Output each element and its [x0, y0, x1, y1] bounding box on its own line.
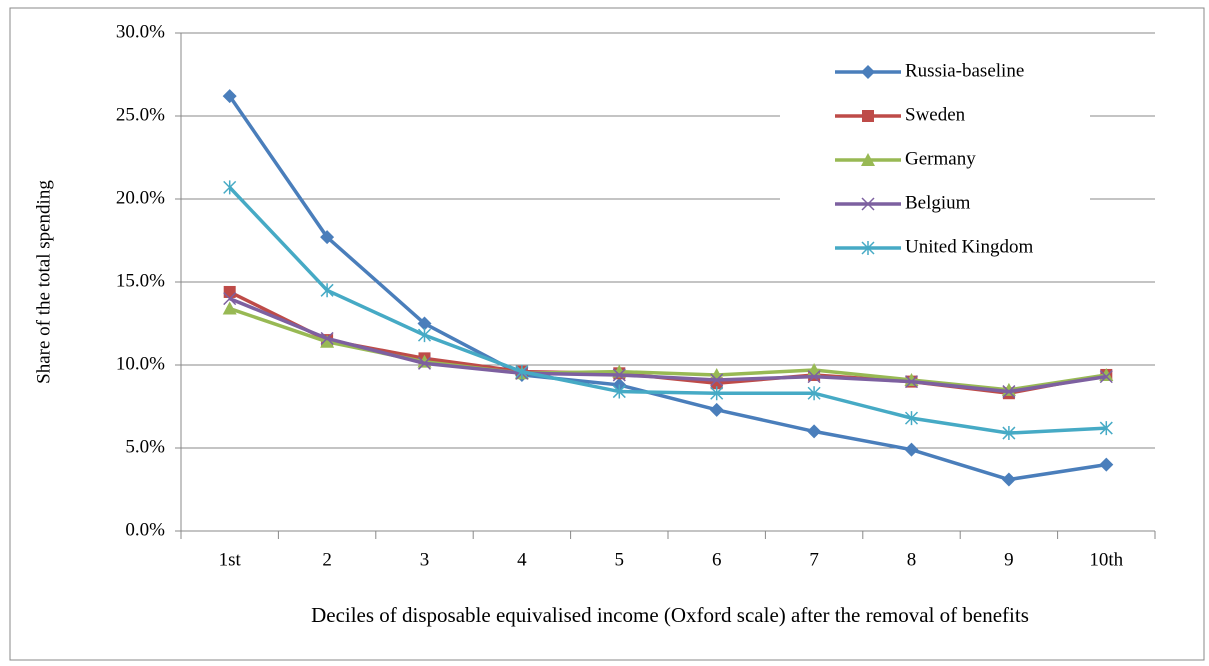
marker [709, 402, 724, 417]
marker [807, 424, 822, 439]
x-tick-label: 8 [907, 549, 917, 570]
marker [710, 386, 724, 401]
x-axis-title: Deciles of disposable equivalised income… [311, 603, 1029, 627]
marker [862, 110, 874, 122]
x-tick-label: 5 [615, 549, 625, 570]
marker [612, 384, 626, 399]
marker [1001, 472, 1016, 487]
marker [222, 89, 237, 104]
y-tick-label: 20.0% [116, 187, 165, 208]
marker [1099, 421, 1113, 436]
marker [861, 65, 875, 79]
plot [222, 89, 1114, 487]
x-tick-label: 1st [219, 549, 242, 570]
marker [417, 356, 432, 370]
legend-label: United Kingdom [905, 236, 1033, 257]
x-tick-label: 9 [1004, 549, 1014, 570]
y-tick-label: 5.0% [125, 436, 165, 457]
marker [807, 370, 821, 384]
y-axis-title: Share of the total spending [33, 180, 54, 384]
legend-box [780, 50, 1090, 272]
marker [223, 285, 236, 298]
y-tick-label: 0.0% [125, 519, 165, 540]
series-line [228, 186, 1107, 435]
y-tick-label: 10.0% [116, 353, 165, 374]
marker [222, 301, 237, 315]
legend: Russia-baseline Sweden Germany Belgium Unite… [780, 50, 1090, 272]
marker [904, 411, 919, 426]
marker [861, 197, 875, 211]
marker [807, 386, 821, 401]
legend-label: Russia-baseline [905, 60, 1024, 81]
series-line [229, 296, 1107, 394]
y-tick-label: 30.0% [116, 21, 165, 42]
marker [320, 331, 334, 345]
series [223, 180, 1113, 441]
marker [515, 364, 529, 379]
legend-label: Sweden [905, 104, 966, 125]
marker [1002, 426, 1016, 441]
y-tick-label: 25.0% [116, 104, 165, 125]
marker [223, 180, 237, 195]
marker [904, 375, 919, 389]
marker [320, 283, 334, 298]
marker [320, 230, 335, 245]
x-tick-label: 10th [1089, 549, 1123, 570]
marker [1099, 457, 1114, 472]
legend-label: Belgium [905, 192, 971, 213]
x-tick-label: 7 [809, 549, 819, 570]
x-tick-label: 4 [517, 549, 527, 570]
marker [612, 368, 626, 382]
marker [710, 373, 724, 387]
x-tick-label: 3 [420, 549, 430, 570]
marker [904, 442, 919, 457]
marker [223, 292, 237, 306]
x-tick-label: 6 [712, 549, 722, 570]
series-line [228, 95, 1107, 482]
marker [1002, 385, 1016, 399]
marker [709, 367, 724, 381]
marker [861, 241, 875, 255]
y-tick-label: 15.0% [116, 270, 165, 291]
marker [320, 334, 335, 348]
marker [1099, 370, 1113, 384]
legend-label: Germany [905, 148, 976, 169]
marker [417, 316, 432, 331]
axes: 0.0% 5.0% 10.0% 15.0% 20.0% 25.0% 30.0% 1st 2 3 4 5… [116, 21, 1156, 570]
x-tick-label: 2 [322, 549, 332, 570]
marker [861, 153, 875, 166]
marker [417, 328, 432, 343]
